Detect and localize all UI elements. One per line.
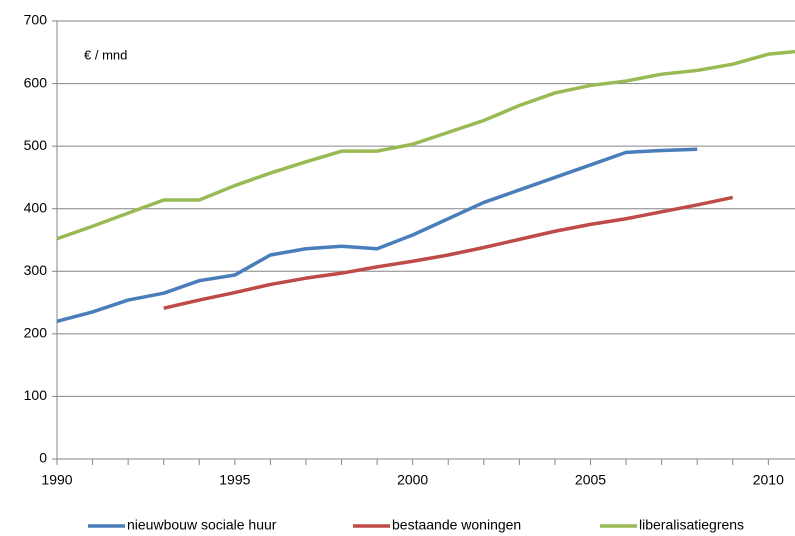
y-tick-label: 200 (24, 325, 48, 341)
series-line (56, 49, 795, 241)
legend-label: liberalisatiegrens (639, 517, 744, 533)
y-tick-label: 500 (24, 137, 48, 153)
series-line (163, 195, 734, 310)
x-tick-label: 1990 (41, 472, 72, 488)
y-tick-label: 700 (24, 12, 48, 28)
x-tick-label: 2010 (753, 472, 784, 488)
y-tick-label: 400 (24, 199, 48, 215)
y-tick-label: 300 (24, 262, 48, 278)
y-tick-label: 0 (39, 450, 47, 466)
legend-label: bestaande woningen (392, 517, 521, 533)
y-tick-label: 600 (24, 74, 48, 90)
annotation: € / mnd (84, 47, 127, 62)
legend-label: nieuwbouw sociale huur (127, 517, 277, 533)
x-tick-label: 1995 (219, 472, 250, 488)
x-tick-label: 2005 (575, 472, 606, 488)
x-tick-label: 2000 (397, 472, 428, 488)
y-tick-label: 100 (24, 387, 48, 403)
series-line (56, 147, 698, 324)
